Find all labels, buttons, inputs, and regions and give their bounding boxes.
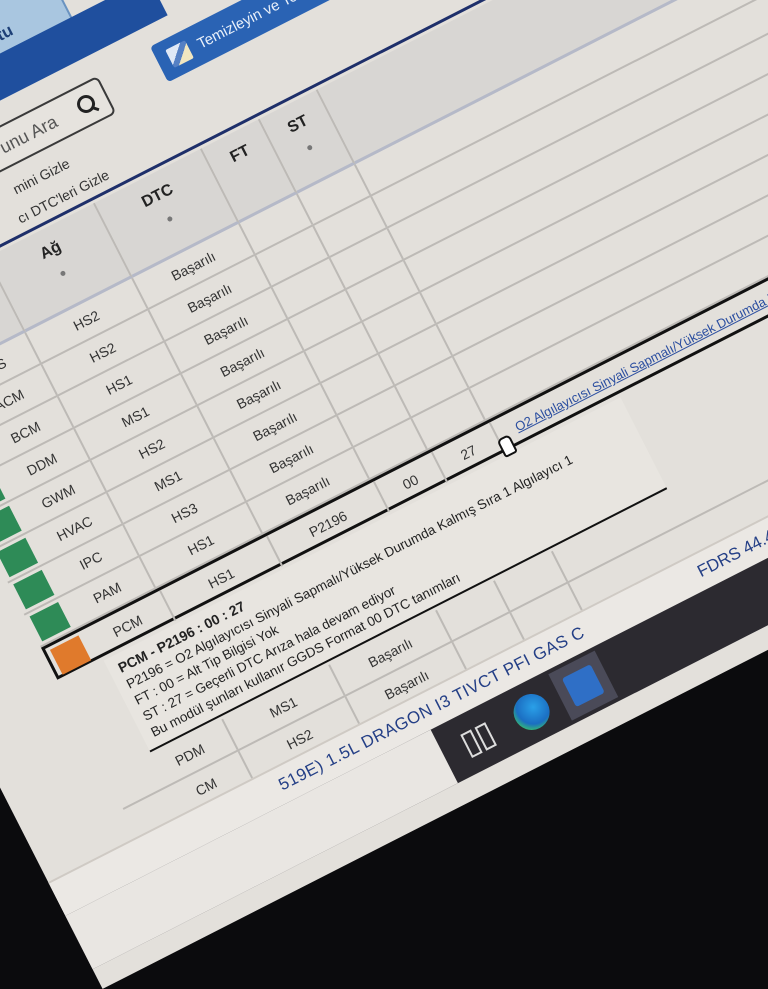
sort-dot-icon bbox=[306, 144, 314, 152]
search-icon[interactable] bbox=[73, 91, 99, 117]
sort-dot-icon bbox=[166, 215, 173, 223]
fdrs-logo bbox=[561, 664, 605, 708]
clean-button-label: Temizleyin ve Tekrar bbox=[194, 0, 323, 53]
search-placeholder: unu Ara bbox=[0, 111, 61, 158]
header-st-label: ST bbox=[284, 112, 311, 137]
task-view-icon[interactable] bbox=[454, 715, 502, 763]
header-network-label: Ağ bbox=[37, 238, 65, 263]
header-dtc-label: DTC bbox=[139, 180, 177, 212]
clean-icon bbox=[165, 40, 194, 68]
header-ft-label: FT bbox=[227, 142, 253, 167]
sort-dot-icon bbox=[59, 270, 66, 278]
edge-icon[interactable] bbox=[507, 687, 556, 737]
